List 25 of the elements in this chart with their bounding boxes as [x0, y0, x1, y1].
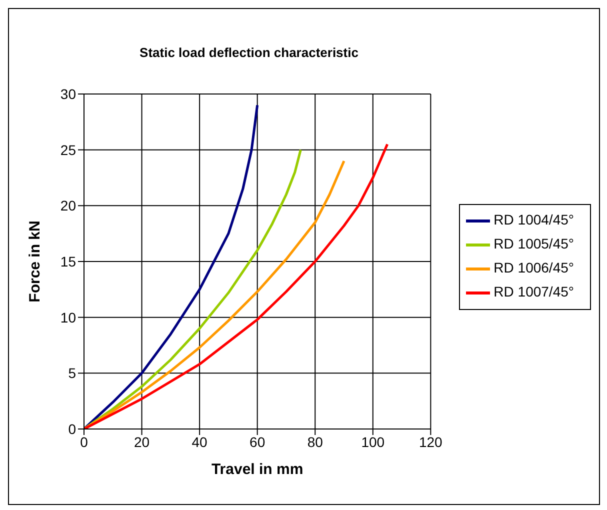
line-series: [84, 143, 389, 429]
y-tick-label: 30: [60, 86, 76, 102]
x-tick-label: 60: [250, 434, 266, 450]
x-tick-label: 0: [80, 434, 88, 450]
y-tick-label: 0: [68, 420, 76, 437]
y-tick-label: 20: [60, 198, 76, 214]
y-tick-label: 15: [60, 253, 76, 270]
line-series: [84, 160, 346, 429]
y-axis-title: Force in kN: [26, 220, 44, 302]
y-tick-label: 25: [60, 142, 76, 158]
line-series: [84, 104, 259, 429]
y-tick-label: 5: [68, 365, 76, 382]
y-tick-label: 10: [60, 309, 76, 326]
line-series: [84, 148, 302, 429]
legend-label: RD 1007/45°: [494, 283, 574, 300]
x-tick-label: 120: [418, 434, 443, 450]
x-axis-title: Travel in mm: [211, 461, 304, 478]
x-tick-label: 100: [361, 434, 385, 450]
chart-title: Static load deflection characteristic: [138, 45, 360, 60]
legend-label: RD 1006/45°: [494, 259, 574, 276]
x-tick-label: 20: [134, 434, 150, 450]
x-tick-label: 40: [192, 434, 208, 450]
x-tick-label: 80: [307, 434, 324, 450]
legend-label: RD 1004/45°: [494, 211, 574, 228]
legend-label: RD 1005/45°: [494, 235, 574, 252]
